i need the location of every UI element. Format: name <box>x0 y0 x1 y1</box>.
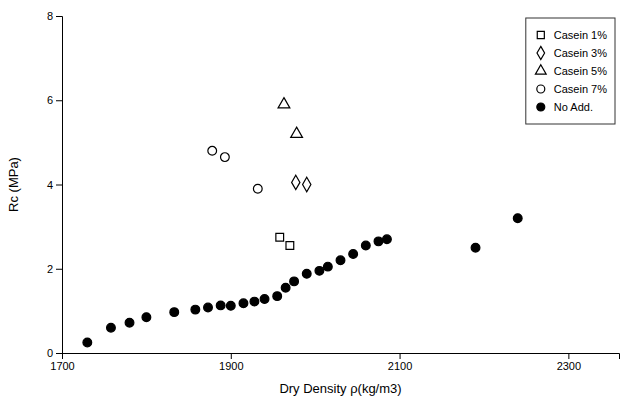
point <box>291 127 303 137</box>
legend-item: Casein 3% <box>537 46 607 59</box>
point <box>239 299 248 308</box>
point <box>273 292 282 301</box>
point <box>286 242 294 250</box>
legend-symbol <box>537 31 544 38</box>
y-tick-label: 6 <box>47 94 53 106</box>
x-tick-mark <box>231 353 232 359</box>
x-tick: 2100 <box>388 353 412 372</box>
x-axis-title: Dry Density ρ(kg/m3) <box>279 381 401 396</box>
y-tick-mark <box>56 100 62 101</box>
point <box>383 235 392 244</box>
point <box>315 266 324 275</box>
point <box>303 177 311 191</box>
point <box>208 146 217 155</box>
point <box>204 303 213 312</box>
y-tick: 6 <box>47 94 62 106</box>
series <box>208 146 262 193</box>
legend-label: Casein 3% <box>554 47 607 59</box>
point <box>226 301 235 310</box>
legend-symbol <box>537 46 545 59</box>
point <box>276 233 284 241</box>
y-tick-mark <box>56 185 62 186</box>
x-tick-label: 1900 <box>219 360 243 372</box>
y-axis: 0 2 4 6 8 <box>47 10 63 359</box>
plot-area <box>83 98 522 347</box>
y-tick-label: 8 <box>47 10 53 22</box>
point <box>361 241 370 250</box>
point <box>513 214 522 223</box>
point <box>221 153 230 162</box>
x-tick: 2300 <box>557 353 581 372</box>
y-tick-mark <box>56 353 62 354</box>
point <box>302 269 311 278</box>
legend-symbol <box>537 103 545 111</box>
series <box>278 98 302 138</box>
y-tick: 2 <box>47 263 62 275</box>
x-tick: 1700 <box>50 353 74 372</box>
legend-box <box>526 18 615 124</box>
point <box>125 318 134 327</box>
point <box>281 283 290 292</box>
y-tick: 8 <box>47 10 62 22</box>
point <box>107 323 116 332</box>
point <box>250 297 259 306</box>
legend-label: Casein 5% <box>554 65 607 77</box>
legend: Casein 1% Casein 3% Casein 5% Casein 7% No A… <box>526 18 615 124</box>
y-tick: 0 <box>47 347 62 359</box>
y-tick-label: 0 <box>47 347 53 359</box>
y-axis-line <box>56 17 63 354</box>
chart-container: 1700 1900 2100 2300 0 2 4 6 8 Dry Density ρ(kg/m3… <box>0 0 639 405</box>
legend-item: Casein 7% <box>537 83 607 95</box>
y-tick-label: 2 <box>47 263 53 275</box>
point <box>170 308 179 317</box>
x-tick-label: 1700 <box>50 360 74 372</box>
point <box>253 184 262 193</box>
legend-label: Casein 7% <box>554 83 607 95</box>
series <box>83 214 522 347</box>
x-tick-mark <box>400 353 401 359</box>
x-tick-mark <box>568 353 569 359</box>
point <box>260 295 269 304</box>
x-axis: 1700 1900 2100 2300 <box>50 353 619 372</box>
legend-symbol <box>535 65 546 74</box>
series <box>292 175 311 192</box>
point <box>278 98 290 108</box>
point <box>216 301 225 310</box>
y-tick: 4 <box>47 179 62 191</box>
point <box>374 237 383 246</box>
legend-symbol <box>537 85 545 93</box>
point <box>323 262 332 271</box>
point <box>290 277 299 286</box>
legend-item: No Add. <box>537 101 593 113</box>
y-axis-title: Rc (MPa) <box>6 157 21 212</box>
point <box>142 313 151 322</box>
chart-svg: 1700 1900 2100 2300 0 2 4 6 8 Dry Density ρ(kg/m3… <box>0 0 639 405</box>
x-tick-label: 2300 <box>557 360 581 372</box>
legend-item: Casein 5% <box>535 65 607 77</box>
y-tick-mark <box>56 16 62 17</box>
legend-label: Casein 1% <box>554 29 607 41</box>
point <box>292 175 300 189</box>
x-axis-line <box>63 354 620 360</box>
legend-item: Casein 1% <box>537 29 607 41</box>
x-tick-label: 2100 <box>388 360 412 372</box>
series <box>276 233 294 249</box>
legend-label: No Add. <box>554 101 593 113</box>
x-tick: 1900 <box>219 353 243 372</box>
y-tick-label: 4 <box>47 179 53 191</box>
point <box>191 305 200 314</box>
point <box>471 243 480 252</box>
y-tick-mark <box>56 269 62 270</box>
point <box>83 338 92 347</box>
point <box>349 250 358 259</box>
point <box>336 256 345 265</box>
